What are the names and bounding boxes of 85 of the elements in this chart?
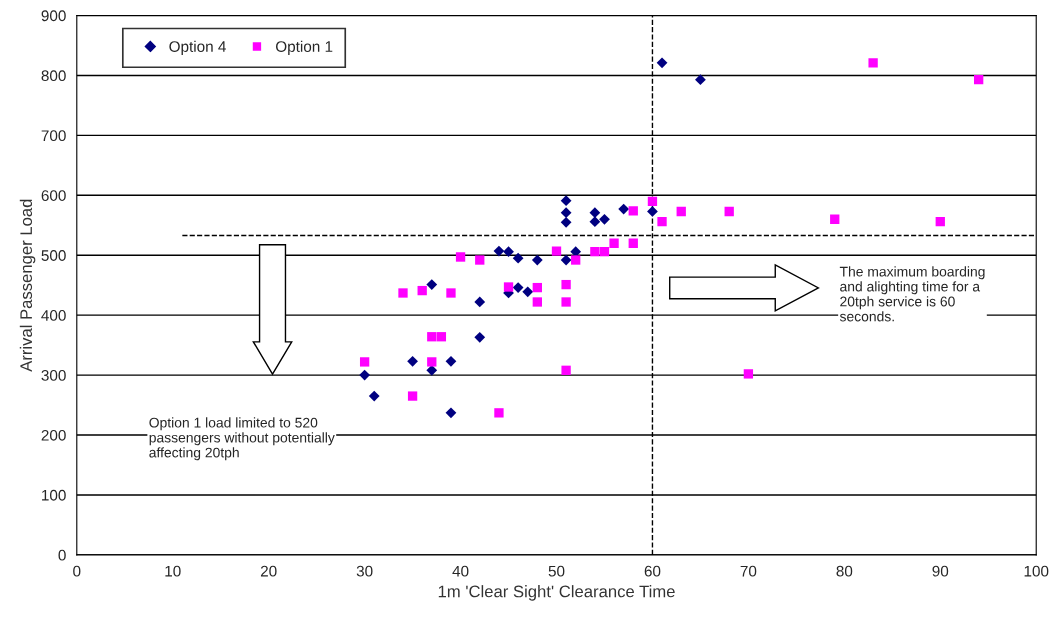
point bbox=[531, 254, 543, 266]
x-tick-label: 100 bbox=[1024, 565, 1049, 577]
point bbox=[474, 296, 486, 308]
x-tick-label: 10 bbox=[165, 565, 181, 577]
point bbox=[474, 331, 486, 343]
point bbox=[676, 206, 686, 217]
point bbox=[494, 408, 504, 418]
y-tick-label: 300 bbox=[41, 369, 66, 381]
point bbox=[561, 297, 571, 307]
x-tick-label: 80 bbox=[836, 565, 853, 577]
point bbox=[551, 246, 562, 256]
point bbox=[560, 195, 572, 207]
point bbox=[628, 238, 638, 248]
x-tick-label: 0 bbox=[73, 565, 81, 577]
y-tick-label: 0 bbox=[58, 549, 66, 561]
y-tick-label: 600 bbox=[41, 190, 66, 201]
point bbox=[436, 332, 447, 342]
point bbox=[445, 407, 457, 419]
point bbox=[724, 206, 734, 217]
point bbox=[868, 58, 878, 68]
y-tick-label: 700 bbox=[41, 130, 66, 142]
point bbox=[657, 217, 667, 227]
point bbox=[647, 206, 658, 217]
y-tick-label: 800 bbox=[41, 70, 66, 82]
point bbox=[532, 297, 542, 307]
point bbox=[512, 252, 524, 264]
point bbox=[589, 207, 601, 219]
point bbox=[628, 206, 638, 216]
point bbox=[407, 391, 418, 401]
y-tick-label: 500 bbox=[41, 250, 66, 261]
point bbox=[974, 74, 984, 85]
point bbox=[590, 246, 600, 257]
legend-label: Option 1 bbox=[276, 40, 333, 55]
annotation: Option 1 load limited to 520 passengers without potentially affecting 20tph bbox=[149, 417, 335, 461]
point bbox=[426, 279, 438, 290]
point bbox=[830, 214, 840, 224]
point bbox=[503, 282, 514, 292]
point bbox=[560, 254, 572, 266]
point bbox=[398, 288, 408, 298]
point bbox=[427, 357, 437, 367]
y-tick-label: 400 bbox=[41, 310, 66, 321]
point bbox=[512, 282, 524, 293]
point bbox=[647, 196, 658, 206]
point bbox=[368, 390, 380, 402]
point bbox=[427, 332, 437, 342]
y-tick-label: 200 bbox=[41, 429, 66, 441]
y-tick-label: 900 bbox=[41, 10, 66, 22]
point bbox=[609, 238, 619, 248]
point bbox=[560, 207, 572, 219]
point bbox=[561, 279, 571, 290]
x-tick-label: 30 bbox=[356, 565, 373, 577]
point bbox=[743, 369, 754, 379]
point bbox=[359, 369, 370, 381]
point bbox=[522, 286, 534, 298]
point bbox=[446, 288, 456, 298]
point bbox=[599, 246, 610, 257]
point bbox=[695, 74, 706, 86]
legend-label: Option 4 bbox=[169, 40, 226, 55]
point bbox=[493, 245, 505, 257]
x-axis-title: 1m 'Clear Sight' Clearance Time bbox=[438, 585, 675, 601]
x-tick-label: 50 bbox=[548, 565, 565, 577]
x-tick-label: 70 bbox=[740, 565, 757, 577]
y-tick-label: 100 bbox=[42, 489, 66, 501]
point bbox=[656, 57, 668, 69]
point bbox=[532, 282, 542, 293]
point bbox=[571, 255, 581, 265]
point bbox=[618, 203, 630, 215]
point bbox=[445, 355, 457, 367]
point bbox=[935, 217, 945, 227]
x-tick-label: 90 bbox=[932, 565, 949, 577]
point bbox=[475, 255, 485, 265]
point bbox=[561, 365, 571, 375]
x-tick-label: 20 bbox=[260, 565, 277, 577]
point bbox=[560, 216, 572, 228]
point bbox=[455, 252, 466, 262]
y-axis-title: Arrival Passenger Load bbox=[19, 199, 36, 372]
point bbox=[503, 246, 514, 258]
annotation: The maximum boarding and alighting time for a 20tph service is 60 seconds. bbox=[839, 266, 985, 322]
point bbox=[589, 216, 601, 228]
x-tick-label: 40 bbox=[452, 565, 469, 577]
x-tick-label: 60 bbox=[644, 565, 661, 577]
point bbox=[599, 213, 610, 225]
point bbox=[407, 355, 418, 367]
point bbox=[359, 357, 370, 367]
point bbox=[417, 285, 427, 296]
